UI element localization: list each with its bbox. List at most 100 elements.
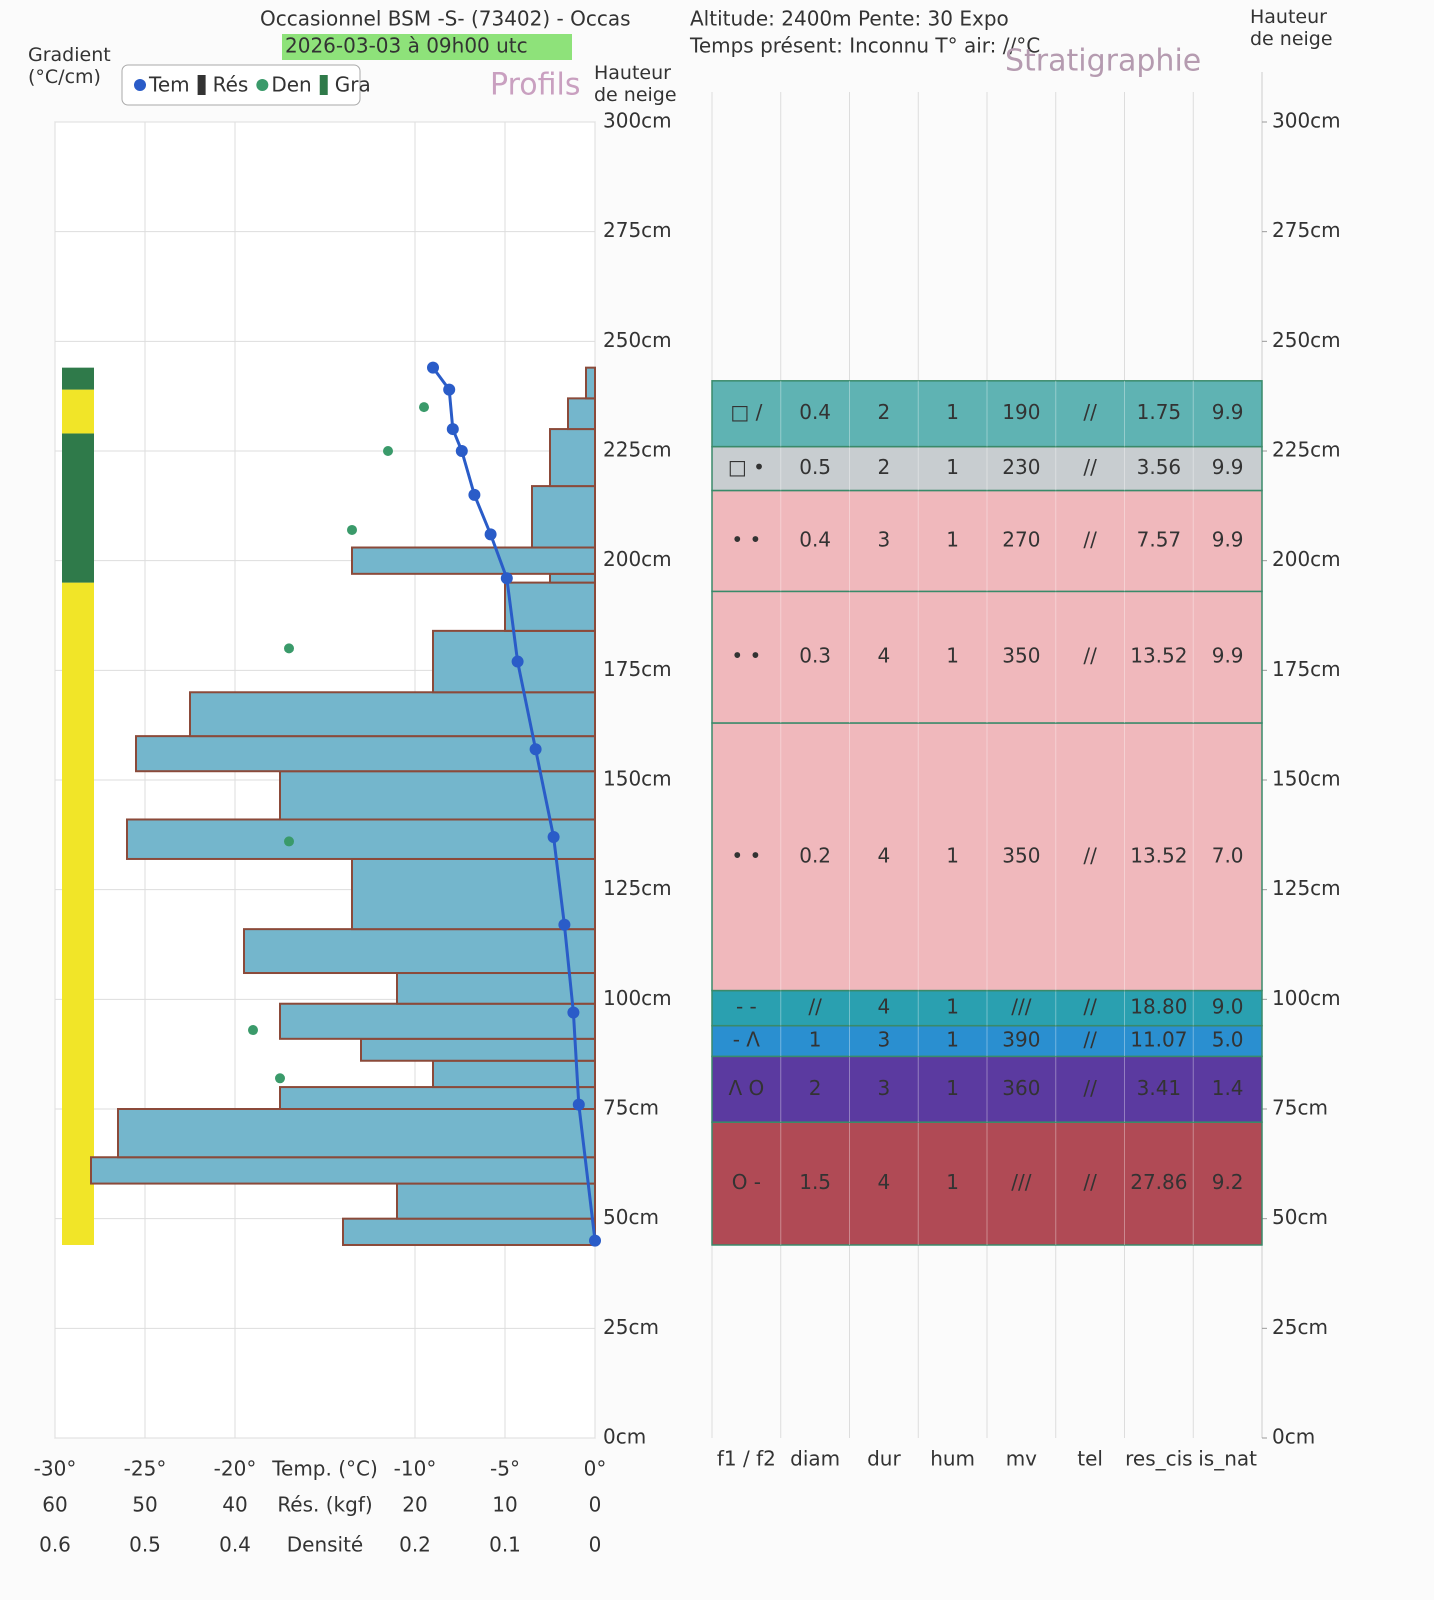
cell-text: //: [1083, 455, 1097, 479]
column-header: diam: [790, 1447, 840, 1471]
cell-text: • •: [731, 644, 761, 668]
cell-text: 1: [946, 527, 959, 551]
temperature-point: [500, 572, 513, 585]
cell-text: ///: [1011, 1170, 1031, 1194]
y-tick-label: 150cm: [603, 767, 672, 791]
column-header: hum: [930, 1447, 975, 1471]
cell-text: 2: [809, 1076, 822, 1100]
y-tick-label: 175cm: [603, 657, 672, 681]
x-tick-label: 20: [402, 1493, 427, 1517]
resistance-bar: [504, 581, 596, 632]
resistance-bar: [531, 485, 596, 549]
cell-text: 1: [946, 455, 959, 479]
cell-text: 390: [1002, 1028, 1040, 1052]
column-header: f1 / f2: [717, 1447, 776, 1471]
cell-text: 1: [946, 843, 959, 867]
cell-text: • •: [731, 843, 761, 867]
temperature-point: [567, 1006, 580, 1019]
gradient-band: [62, 433, 94, 583]
cell-text: 3.56: [1137, 455, 1182, 479]
resistance-bar: [585, 366, 596, 400]
cell-text: 4: [878, 995, 891, 1019]
cell-text: //: [1083, 1028, 1097, 1052]
cell-text: 0.2: [799, 843, 831, 867]
y-tick-label: 200cm: [1272, 547, 1341, 571]
y-tick-label: 25cm: [603, 1315, 659, 1339]
cell-text: 1: [946, 1028, 959, 1052]
legend-box: [121, 64, 361, 106]
gradient-band: [62, 389, 94, 434]
x-tick-label: 40: [222, 1493, 247, 1517]
temperature-point: [572, 1098, 585, 1111]
resistance-bar: [117, 1108, 596, 1159]
layer: [711, 1121, 1263, 1246]
legend-label: Rés: [213, 73, 249, 97]
y-tick-label: 50cm: [603, 1205, 659, 1229]
density-point: [347, 524, 357, 535]
cell-text: 13.52: [1130, 644, 1187, 668]
cell-text: 4: [878, 644, 891, 668]
resistance-bar: [549, 572, 596, 584]
density-point: [248, 1025, 258, 1036]
cell-text: □ •: [728, 455, 765, 479]
cell-text: 0.4: [799, 527, 831, 551]
y-tick-label: 250cm: [603, 328, 672, 352]
cell-text: 350: [1002, 644, 1040, 668]
cell-text: - Λ: [733, 1028, 761, 1052]
cell-text: 1: [946, 1170, 959, 1194]
y-tick-label: 25cm: [1272, 1315, 1328, 1339]
cell-text: //: [808, 995, 822, 1019]
cell-text: - -: [736, 995, 757, 1019]
x-tick-label: 50: [132, 1493, 157, 1517]
y-tick-label: 0cm: [1272, 1425, 1315, 1449]
cell-text: //: [1083, 995, 1097, 1019]
density-point: [275, 1073, 285, 1084]
resistance-bar: [279, 1002, 596, 1040]
resistance-bar: [360, 1037, 596, 1062]
y-tick-label: 100cm: [1272, 986, 1341, 1010]
y-axis-title: Hauteur de neige: [1250, 6, 1333, 50]
y-tick-label: 225cm: [1272, 438, 1341, 462]
y-tick-label: 125cm: [1272, 876, 1341, 900]
x-tick-label: -30°: [34, 1457, 77, 1481]
layer: [711, 380, 1263, 448]
column-header: res_cis: [1125, 1447, 1192, 1471]
temperature-point: [468, 488, 481, 501]
cell-text: 2: [878, 455, 891, 479]
x-axis-title: Rés. (kgf): [277, 1493, 372, 1517]
header-line: Occasionnel BSM -S- (73402) - Occas: [260, 7, 631, 31]
density-point: [383, 446, 393, 456]
cell-text: 2: [878, 400, 891, 424]
temperature-point: [443, 383, 456, 396]
layer: [711, 590, 1263, 724]
chart-title: Profils: [490, 68, 580, 103]
temperature-point: [558, 918, 571, 931]
cell-text: 1: [946, 995, 959, 1019]
x-tick-label: 0°: [584, 1457, 607, 1481]
legend-label: Tem: [148, 73, 190, 97]
y-axis-title: Hauteur de neige: [594, 62, 677, 106]
y-tick-label: 275cm: [603, 218, 672, 242]
temperature-point: [427, 361, 439, 374]
x-tick-label: 0.1: [489, 1533, 521, 1557]
header-line: Altitude: 2400m Pente: 30 Expo: [690, 7, 1009, 31]
cell-text: 9.0: [1212, 995, 1244, 1019]
cell-text: 0.3: [799, 644, 831, 668]
cell-text: 1.4: [1212, 1076, 1244, 1100]
cell-text: 3: [878, 1076, 891, 1100]
y-tick-label: 75cm: [1272, 1096, 1328, 1120]
y-tick-label: 150cm: [1272, 767, 1341, 791]
cell-text: 4: [878, 1170, 891, 1194]
layer: [711, 722, 1263, 992]
density-point: [284, 643, 294, 654]
cell-text: 9.2: [1212, 1170, 1244, 1194]
resistance-bar: [243, 928, 596, 975]
cell-text: 9.9: [1212, 644, 1244, 668]
cell-text: 350: [1002, 843, 1040, 867]
layer: [711, 989, 1263, 1027]
resistance-bar: [351, 857, 596, 931]
cell-text: 1: [946, 1076, 959, 1100]
y-tick-label: 200cm: [603, 547, 672, 571]
header-line: Temps présent: Inconnu T° air: //°C: [689, 34, 1040, 58]
